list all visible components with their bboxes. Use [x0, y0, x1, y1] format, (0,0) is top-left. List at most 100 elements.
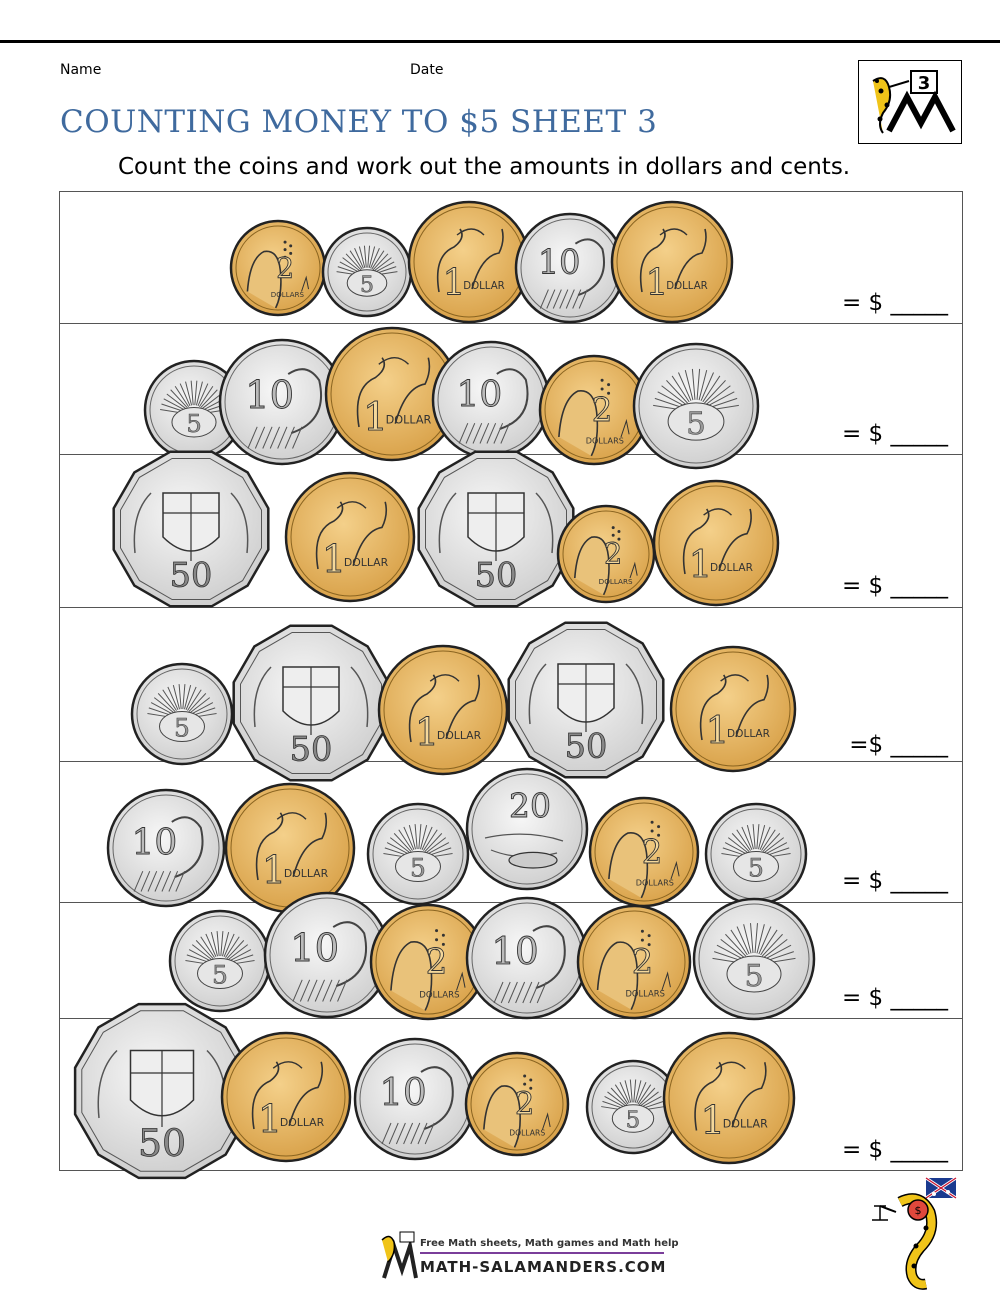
footer-salamander-icon — [381, 1231, 418, 1279]
question-row: = $ _____ 50 1 DOLLAR 10 2 DOLLARS 5 1 DOLLAR — [60, 1002, 962, 1180]
coin-value-label: 5 — [360, 273, 374, 298]
two-dollar-coin-icon: 2 DOLLARS — [229, 219, 327, 317]
coin-caption: DOLLAR — [710, 562, 754, 574]
coin-value-label: 10 — [132, 822, 178, 863]
fifty-cent-coin-icon: 50 — [112, 450, 270, 608]
question-row: = $ _____ 5 10 2 DOLLARS 10 2 DOLLARS 5 — [60, 891, 962, 1021]
coin-value-label: 1 — [706, 708, 730, 752]
instructions: Count the coins and work out the amounts… — [118, 154, 851, 180]
coin-caption: DOLLAR — [463, 281, 505, 292]
coin-value-label: 1 — [415, 710, 439, 755]
two-dollar-coin-icon: 2 DOLLARS — [369, 903, 487, 1021]
coin-caption: DOLLARS — [271, 290, 305, 299]
footer-tagline: Free Math sheets, Math games and Math he… — [420, 1238, 679, 1249]
coin-value-label: 5 — [174, 714, 190, 743]
coin-value-label: 50 — [475, 556, 518, 595]
coin-value-label: 2 — [604, 537, 622, 571]
coin-caption: DOLLAR — [280, 1116, 325, 1129]
coin-caption: DOLLARS — [625, 989, 664, 999]
coin-value-label: 50 — [565, 727, 608, 766]
name-label: Name — [60, 62, 102, 78]
coin-caption: DOLLARS — [636, 877, 674, 887]
grade-badge-number: 3 — [918, 73, 931, 94]
coin-value-label: 5 — [744, 959, 763, 994]
coin-value-label: 10 — [379, 1070, 426, 1114]
coin-value-label: 1 — [363, 394, 388, 440]
coin-caption: DOLLAR — [723, 1117, 768, 1130]
answer-blank[interactable]: = $ _____ — [841, 290, 948, 316]
ten-cent-coin-icon: 10 — [514, 212, 626, 324]
date-label: Date — [410, 62, 444, 78]
coin-value-label: 2 — [276, 251, 294, 284]
coin-value-label: 1 — [322, 537, 346, 582]
five-cent-coin-icon: 5 — [143, 359, 245, 461]
coin-value-label: 1 — [646, 263, 669, 304]
coin-value-label: 5 — [626, 1108, 641, 1134]
answer-blank[interactable]: = $ _____ — [841, 985, 948, 1011]
coin-value-label: 1 — [258, 1097, 282, 1142]
footer-divider — [420, 1252, 664, 1254]
footer-site[interactable]: MATH-SALAMANDERS.COM — [420, 1258, 667, 1276]
coin-caption: DOLLAR — [727, 728, 771, 740]
five-cent-coin-icon: 5 — [585, 1059, 681, 1155]
answer-blank[interactable]: = $ _____ — [841, 421, 948, 447]
ten-cent-coin-icon: 10 — [106, 788, 226, 908]
coin-value-label: 10 — [457, 374, 503, 415]
coin-caption: DOLLARS — [509, 1129, 545, 1138]
coin-value-label: 5 — [186, 409, 202, 438]
fifty-cent-coin-icon: 50 — [73, 1002, 251, 1180]
coin-caption: DOLLAR — [344, 556, 389, 569]
coin-caption: DOLLARS — [599, 577, 633, 586]
five-cent-coin-icon: 5 — [704, 802, 808, 906]
coin-caption: DOLLAR — [437, 729, 482, 742]
coin-value-label: 50 — [170, 556, 213, 595]
coin-value-label: 1 — [262, 848, 286, 893]
grade-logo: 3 — [858, 60, 962, 144]
coin-value-label: 2 — [642, 833, 663, 871]
coin-value-label: 5 — [748, 854, 764, 883]
ten-cent-coin-icon: 10 — [353, 1037, 477, 1161]
coin-caption: DOLLAR — [284, 867, 329, 880]
two-dollar-coin-icon: 2 DOLLARS — [464, 1051, 570, 1157]
answer-blank[interactable]: = $ _____ — [841, 1137, 948, 1163]
coin-caption: DOLLAR — [386, 414, 432, 427]
two-dollar-coin-icon: 2 DOLLARS — [588, 796, 700, 908]
answer-blank[interactable]: = $ _____ — [841, 573, 948, 599]
coin-value-label: 1 — [700, 1099, 725, 1144]
coin-value-label: 10 — [538, 242, 581, 281]
coin-value-label: 50 — [290, 730, 333, 769]
salamander-grade-icon: 3 — [872, 70, 956, 134]
ten-cent-coin-icon: 10 — [218, 338, 346, 466]
five-cent-coin-icon: 5 — [321, 226, 413, 318]
coin-value-label: 2 — [592, 391, 613, 429]
two-dollar-coin-icon: 2 DOLLARS — [556, 504, 656, 604]
two-dollar-coin-icon: 2 DOLLARS — [538, 354, 650, 466]
ten-cent-coin-icon: 10 — [465, 896, 589, 1020]
five-cent-coin-icon: 5 — [632, 342, 760, 470]
five-cent-coin-icon: 5 — [366, 802, 470, 906]
coin-value-label: 5 — [410, 854, 426, 883]
two-dollar-coin-icon: 2 DOLLARS — [576, 904, 692, 1020]
coin-value-label: 1 — [689, 542, 713, 586]
answer-blank[interactable]: =$ _____ — [849, 732, 948, 758]
coin-value-label: 5 — [686, 406, 706, 442]
page-title: COUNTING MONEY TO $5 SHEET 3 — [60, 104, 658, 140]
answer-blank[interactable]: = $ _____ — [841, 868, 948, 894]
five-cent-coin-icon: 5 — [692, 897, 816, 1021]
question-row: = $ _____ 10 1 DOLLAR 5 20 2 DOLLARS 5 — [60, 762, 962, 914]
coin-caption: DOLLARS — [586, 435, 624, 445]
coin-value-label: 10 — [290, 926, 339, 971]
fifty-cent-coin-icon: 50 — [232, 624, 390, 782]
coin-caption: DOLLARS — [419, 990, 459, 1000]
question-row: =$ _____ 5 50 1 DOLLAR 50 1 DOLLAR — [60, 608, 962, 782]
